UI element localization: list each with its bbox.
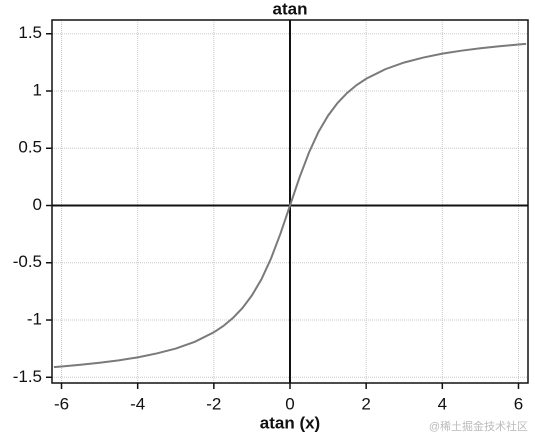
y-tick-label: 0.5 bbox=[18, 138, 42, 157]
x-axis-label: atan (x) bbox=[260, 413, 320, 432]
x-tick-label: 2 bbox=[361, 394, 370, 413]
x-tick-label: 4 bbox=[438, 394, 447, 413]
x-tick-label: 0 bbox=[285, 394, 294, 413]
plot-frame bbox=[51, 19, 529, 384]
y-tick-label: 0 bbox=[33, 195, 42, 214]
x-tick-label: -2 bbox=[206, 394, 221, 413]
y-tick-label: 1 bbox=[33, 80, 42, 99]
watermark: @稀土掘金技术社区 bbox=[429, 419, 528, 433]
x-tick-label: -4 bbox=[130, 394, 145, 413]
x-tick-label: -6 bbox=[54, 394, 69, 413]
line-series bbox=[53, 42, 527, 369]
y-tick-label: -0.5 bbox=[13, 252, 42, 271]
chart-title: atan bbox=[273, 0, 308, 18]
y-tick-label: -1.5 bbox=[13, 367, 42, 386]
y-tick-label: 1.5 bbox=[18, 23, 42, 42]
x-tick-label: 6 bbox=[514, 394, 523, 413]
y-tick-label: -1 bbox=[27, 310, 42, 329]
